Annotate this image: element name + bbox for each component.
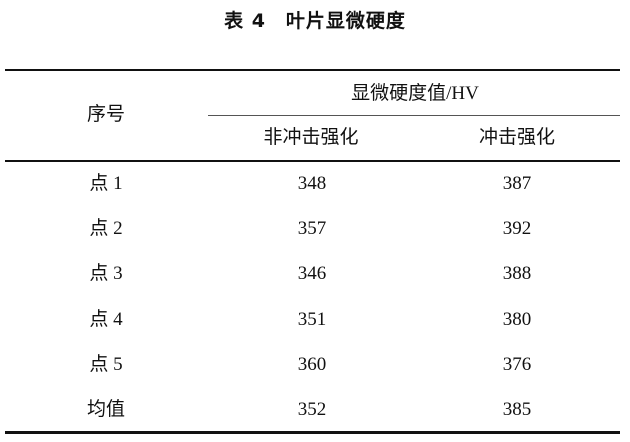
row-label: 点 2 bbox=[89, 218, 123, 240]
row-label: 点 4 bbox=[89, 308, 123, 330]
header-group: 显微硬度值/HV bbox=[351, 83, 479, 104]
table-title: 表 4 叶片显微硬度 bbox=[224, 10, 406, 32]
cell-impact: 387 bbox=[502, 173, 532, 194]
cell-impact: 380 bbox=[502, 308, 532, 330]
header-rule bbox=[5, 160, 620, 162]
row-label: 点 5 bbox=[89, 353, 123, 375]
row-label: 点 1 bbox=[89, 173, 123, 194]
cell-impact: 388 bbox=[502, 263, 532, 285]
cell-non-impact: 346 bbox=[297, 263, 327, 285]
header-sub-1: 非冲击强化 bbox=[263, 127, 359, 148]
cell-impact: 385 bbox=[502, 399, 532, 420]
row-label: 均值 bbox=[86, 399, 126, 420]
cell-non-impact: 360 bbox=[297, 353, 327, 375]
cell-impact: 392 bbox=[502, 218, 532, 240]
group-rule bbox=[208, 115, 620, 116]
cell-impact: 376 bbox=[502, 353, 532, 375]
header-sub-2: 冲击强化 bbox=[478, 127, 556, 148]
row-label: 点 3 bbox=[89, 263, 123, 285]
bottom-rule bbox=[5, 431, 620, 434]
cell-non-impact: 357 bbox=[297, 218, 327, 240]
top-rule bbox=[5, 69, 620, 71]
header-index: 序号 bbox=[86, 104, 126, 125]
cell-non-impact: 348 bbox=[297, 173, 327, 194]
cell-non-impact: 352 bbox=[297, 399, 327, 420]
cell-non-impact: 351 bbox=[297, 308, 327, 330]
